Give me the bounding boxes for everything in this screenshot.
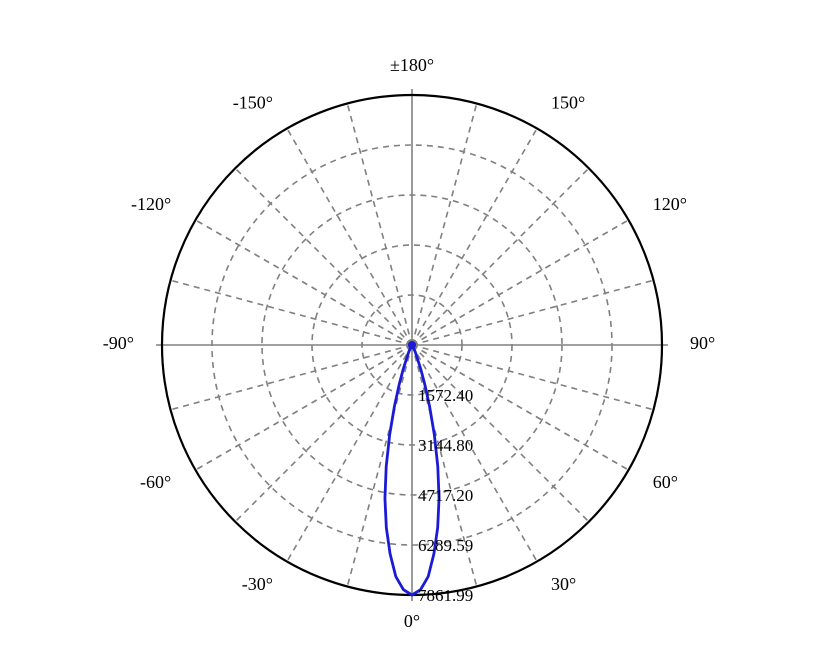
angle-tick-label: ±180° bbox=[390, 55, 434, 75]
radial-tick-label: 4717.20 bbox=[418, 486, 473, 505]
polar-chart: 1572.40 3144.80 4717.20 6289.59 7861.99 0° 30°… bbox=[0, 0, 824, 670]
angle-tick-label: -60° bbox=[140, 472, 171, 492]
angle-tick-label: 0° bbox=[404, 611, 420, 631]
radial-tick-label: 6289.59 bbox=[418, 536, 473, 555]
angle-tick-label: -90° bbox=[103, 333, 134, 353]
angle-tick-label: 60° bbox=[653, 472, 678, 492]
angle-tick-label: 90° bbox=[690, 333, 715, 353]
radial-tick-label: 3144.80 bbox=[418, 436, 473, 455]
angle-tick-label: 150° bbox=[551, 92, 585, 112]
radial-tick-label: 7861.99 bbox=[418, 586, 473, 605]
angle-tick-label: -30° bbox=[242, 574, 273, 594]
radial-tick-label: 1572.40 bbox=[418, 386, 473, 405]
angle-tick-label: -150° bbox=[233, 92, 273, 112]
angle-tick-label: -120° bbox=[131, 194, 171, 214]
angle-tick-label: 30° bbox=[551, 574, 576, 594]
angle-tick-label: 120° bbox=[653, 194, 687, 214]
center-dot bbox=[408, 341, 416, 349]
